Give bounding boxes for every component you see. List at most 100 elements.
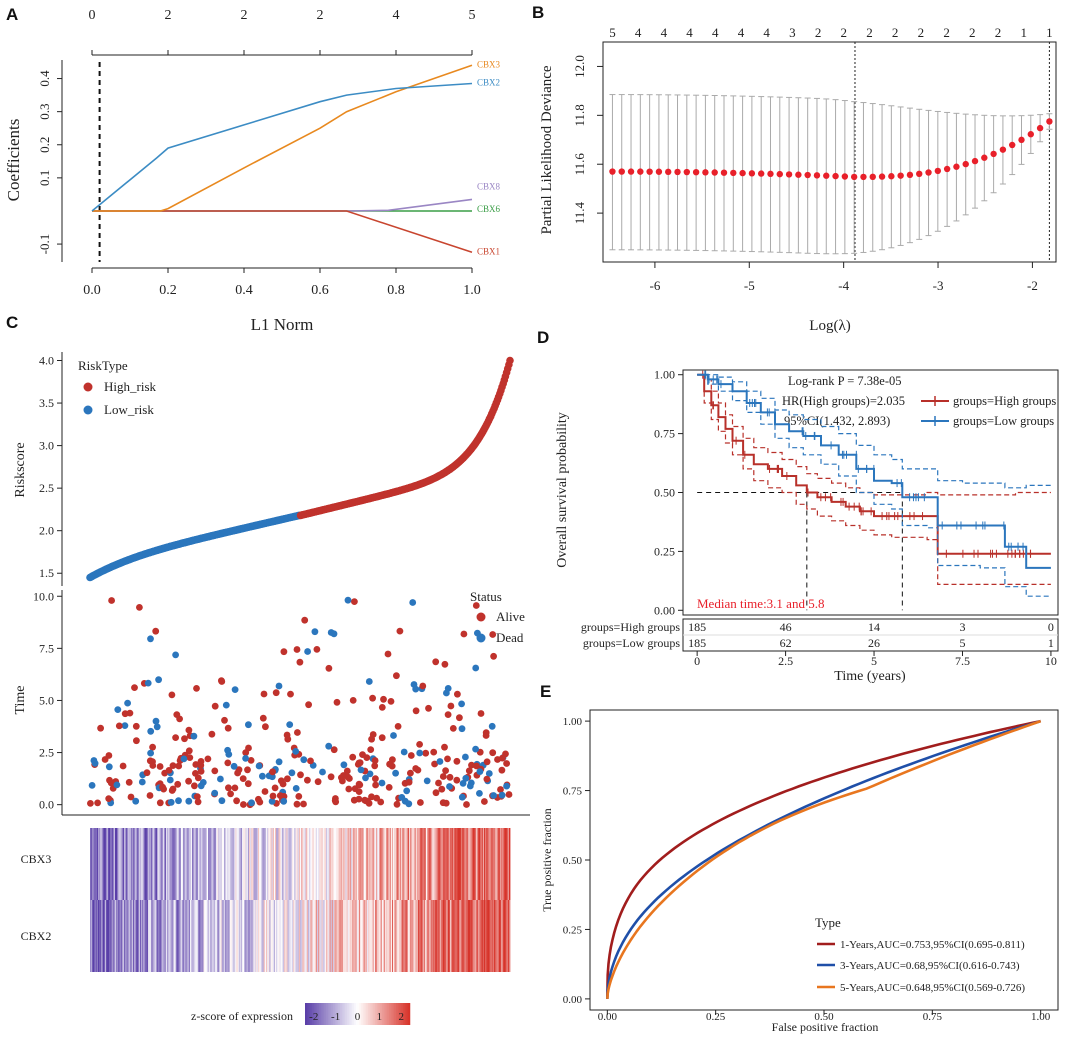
b-point — [1009, 141, 1016, 149]
c-time-point — [156, 763, 164, 770]
c-heatmap-cell — [94, 828, 97, 900]
c-heatmap-cell — [138, 828, 141, 900]
c-heatmap-cell — [186, 828, 189, 900]
c-heatmap-cell — [289, 828, 292, 900]
c-time-point — [186, 754, 194, 761]
c-heatmap-cell — [238, 900, 241, 972]
c-time-point — [280, 797, 288, 805]
a-toptick-label: 2 — [317, 8, 324, 23]
c-time-point — [365, 678, 373, 685]
c-heatmap-cell — [497, 828, 500, 900]
c-heatmap-cell — [132, 900, 134, 972]
c-heatmap-cell — [378, 828, 380, 900]
c-heatmap-cell — [427, 900, 429, 972]
c-heatmap-cell — [169, 900, 171, 972]
d-xtick-label: 2.5 — [778, 654, 793, 668]
c-time-point — [193, 685, 200, 692]
c-colorbar-segment — [378, 1003, 381, 1025]
c-heatmap-cell — [175, 828, 177, 900]
c-heatmap-cell — [429, 900, 431, 972]
d-ylabel: Overall survival probability — [555, 412, 570, 568]
c-colorbar-segment — [313, 1003, 316, 1025]
c-heatmap-cell — [278, 900, 280, 972]
c-heatmap-cell — [226, 828, 228, 900]
c-time-point — [392, 769, 399, 777]
c-heatmap-cell — [177, 828, 179, 900]
c-colorbar-segment — [396, 1003, 398, 1025]
c-heatmap-cell — [273, 900, 276, 972]
c-colorbar-segment — [312, 1003, 314, 1025]
c-heatmap-cell — [99, 900, 101, 972]
c-time-point — [483, 775, 491, 783]
c-heatmap-cell — [293, 828, 295, 900]
c-riskscore-point — [506, 356, 514, 365]
c-heatmap-cell — [446, 828, 448, 900]
a-xtick-label: 0.4 — [235, 283, 253, 298]
c-time-point — [197, 768, 205, 775]
c-heatmap-cell — [139, 828, 142, 900]
c-heatmap-cell — [137, 900, 140, 972]
c-time-point — [482, 729, 490, 737]
c-time-point — [244, 780, 252, 788]
c-heatmap-cell — [329, 900, 332, 972]
c-heatmap-cell — [331, 900, 334, 972]
c-time-point — [225, 784, 232, 792]
c-heatmap-cell — [292, 828, 294, 900]
c-heatmap-cell — [178, 900, 181, 972]
c-heatmap-cell — [142, 828, 144, 900]
c-time-point — [327, 773, 335, 781]
c-time-point — [363, 754, 371, 761]
c-heatmap-cell — [100, 828, 102, 900]
c-time-point — [503, 782, 510, 790]
c-time-point — [417, 799, 424, 806]
d-risk-value: 5 — [959, 636, 965, 650]
d-risk-value: 3 — [959, 620, 965, 634]
c-heatmap-cell — [403, 900, 405, 972]
c-heatmap-cell — [413, 828, 416, 900]
c-time-point — [175, 797, 182, 805]
c-colorbar-segment — [369, 1003, 372, 1025]
c-heatmap-cell — [354, 828, 357, 900]
c-heatmap-cell — [416, 828, 419, 900]
c-time-point — [259, 772, 266, 780]
c-heatmap-cell — [455, 900, 458, 972]
c-time-point — [307, 757, 314, 765]
c-heatmap-cell — [318, 828, 320, 900]
c-risk-ytick-label: 3.0 — [39, 439, 54, 453]
c-time-point — [498, 791, 506, 799]
c-heatmap-cell — [397, 900, 400, 972]
c-heatmap-cell — [144, 900, 147, 972]
c-heatmap-cell — [295, 828, 297, 900]
c-heatmap-cell — [354, 900, 357, 972]
b-point — [813, 172, 821, 179]
c-colorbar-segment — [382, 1003, 384, 1025]
c-colorbar-segment — [350, 1003, 353, 1025]
b-point — [878, 173, 886, 180]
c-heatmap-cell — [200, 828, 202, 900]
b-point — [702, 169, 709, 176]
e-roc-curve-3y — [606, 719, 1042, 999]
c-heatmap-cell — [439, 900, 442, 972]
c-time-point — [211, 767, 219, 775]
c-heatmap-cell — [97, 900, 100, 972]
c-time-point — [269, 768, 276, 776]
c-heatmap-cell — [387, 900, 389, 972]
c-time-point — [344, 773, 352, 781]
c-heatmap-cell — [239, 900, 242, 972]
c-heatmap-cell — [312, 828, 315, 900]
c-time-point — [459, 780, 467, 787]
c-time-point — [444, 711, 452, 718]
c-time-point — [143, 769, 151, 777]
c-heatmap-cell — [498, 900, 501, 972]
c-heatmap-cell — [132, 828, 134, 900]
c-heatmap-cell — [456, 900, 459, 972]
c-time-point — [332, 795, 339, 802]
c-heatmap-cell — [332, 828, 335, 900]
b-point — [646, 168, 653, 175]
a-line-label-cbx1: CBX1 — [477, 246, 500, 256]
c-heatmap-cell — [347, 900, 350, 972]
c-risk-ytick-label: 2.5 — [39, 481, 54, 495]
c-heatmap-cell — [201, 828, 203, 900]
c-heatmap-cell — [303, 828, 305, 900]
c-heatmap-cell — [271, 900, 274, 972]
